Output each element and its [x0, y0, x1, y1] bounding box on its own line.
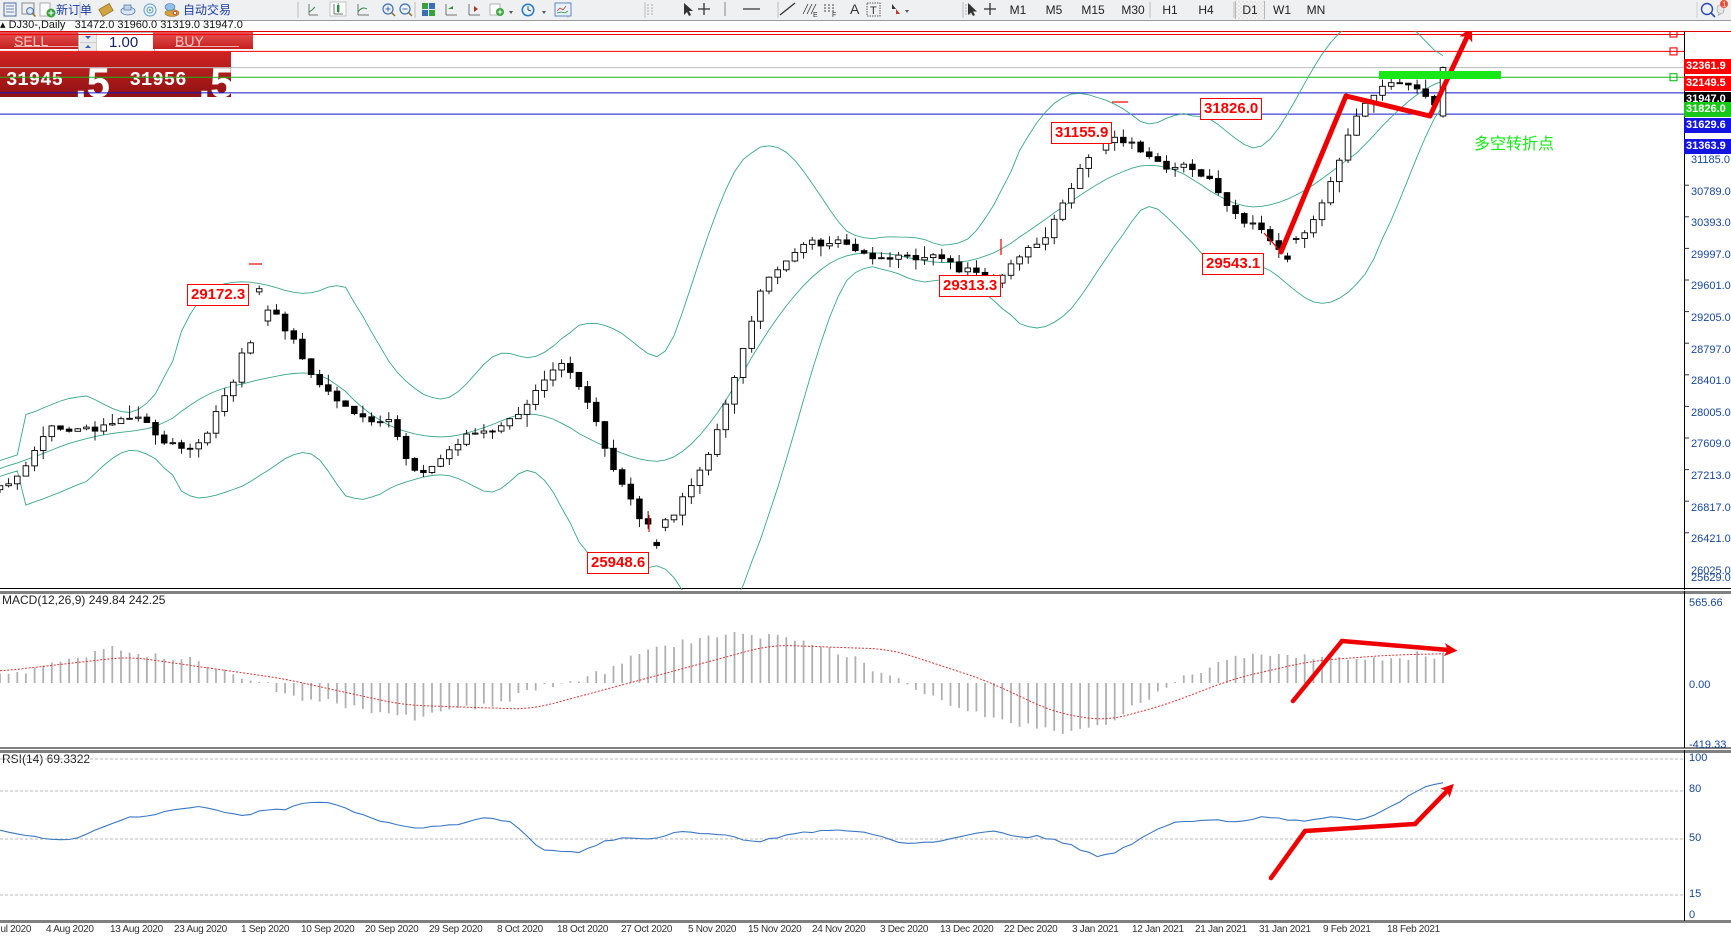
svg-text:自动交易: 自动交易: [183, 2, 231, 17]
svg-text:E: E: [813, 12, 818, 19]
svg-text:T: T: [870, 5, 877, 17]
svg-text:A: A: [850, 1, 860, 17]
svg-text:新订单: 新订单: [56, 2, 92, 17]
svg-text:F: F: [832, 12, 836, 19]
svg-text:1: 1: [1722, 2, 1726, 9]
